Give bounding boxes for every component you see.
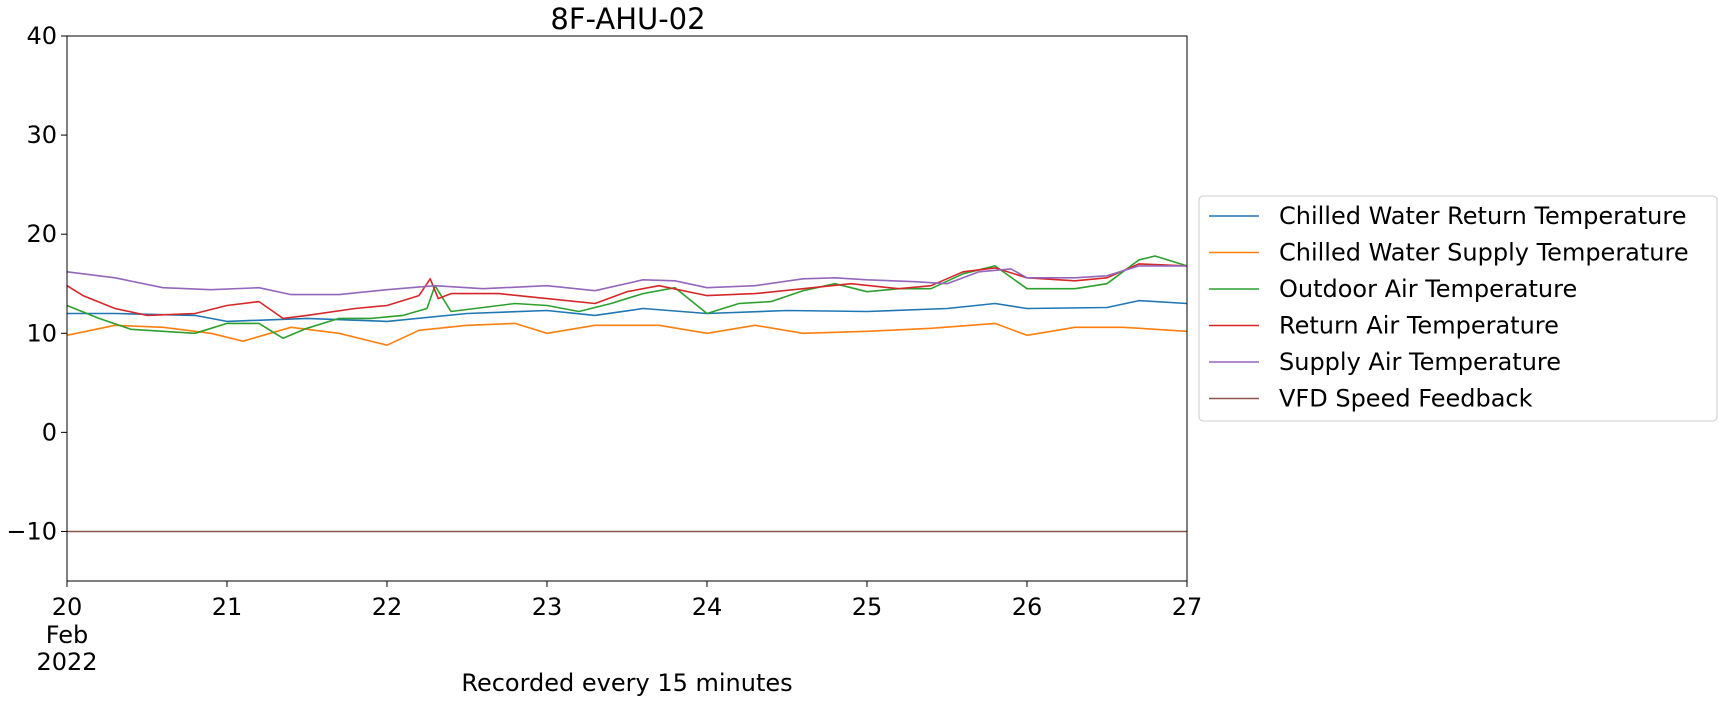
legend-items: Chilled Water Return Temperature Chilled … bbox=[1209, 202, 1689, 413]
x-tick-label-5: 25 bbox=[852, 593, 883, 621]
series-line-4 bbox=[66, 265, 1187, 296]
y-tick-label-3: 10 bbox=[26, 319, 57, 347]
x-tick-sublabel-month: Feb bbox=[46, 621, 89, 649]
y-tick-label-1: 30 bbox=[26, 121, 57, 149]
legend-label-2: Outdoor Air Temperature bbox=[1279, 275, 1577, 303]
series-line-2 bbox=[66, 255, 1188, 340]
y-axis: 40 30 20 10 0 −10 bbox=[6, 22, 67, 545]
series-group bbox=[66, 255, 1188, 533]
legend-label-4: Supply Air Temperature bbox=[1279, 348, 1561, 376]
plot-area bbox=[66, 35, 1188, 582]
legend-item-1: Chilled Water Supply Temperature bbox=[1209, 239, 1689, 267]
x-tick-label-3: 23 bbox=[532, 593, 563, 621]
x-tick-label-1: 21 bbox=[212, 593, 243, 621]
chart-title: 8F-AHU-02 bbox=[550, 2, 705, 36]
legend-item-5: VFD Speed Feedback bbox=[1209, 385, 1533, 413]
legend-label-5: VFD Speed Feedback bbox=[1279, 385, 1533, 413]
legend-item-2: Outdoor Air Temperature bbox=[1209, 275, 1577, 303]
x-tick-label-6: 26 bbox=[1012, 593, 1043, 621]
series-line-3 bbox=[66, 263, 1188, 320]
legend: Chilled Water Return Temperature Chilled … bbox=[1198, 195, 1718, 422]
y-tick-label-0: 40 bbox=[26, 22, 57, 50]
y-tick-label-2: 20 bbox=[26, 220, 57, 248]
legend-item-3: Return Air Temperature bbox=[1209, 312, 1559, 340]
x-tick-label-4: 24 bbox=[692, 593, 723, 621]
plot-frame bbox=[66, 35, 1188, 582]
legend-item-4: Supply Air Temperature bbox=[1209, 348, 1561, 376]
x-axis-label: Recorded every 15 minutes bbox=[461, 669, 792, 697]
series-line-0 bbox=[67, 299, 1188, 323]
legend-label-1: Chilled Water Supply Temperature bbox=[1279, 239, 1689, 267]
x-tick-label-0: 20 bbox=[52, 593, 83, 621]
x-tick-label-2: 22 bbox=[372, 593, 403, 621]
legend-label-0: Chilled Water Return Temperature bbox=[1279, 202, 1686, 230]
x-tick-label-7: 27 bbox=[1172, 593, 1203, 621]
y-tick-label-4: 0 bbox=[42, 418, 57, 446]
x-tick-sublabel-year: 2022 bbox=[36, 648, 97, 676]
legend-item-0: Chilled Water Return Temperature bbox=[1209, 202, 1686, 230]
y-tick-label-5: −10 bbox=[6, 517, 57, 545]
legend-box bbox=[1198, 195, 1718, 422]
series-line-1 bbox=[66, 322, 1188, 347]
legend-label-3: Return Air Temperature bbox=[1279, 312, 1559, 340]
